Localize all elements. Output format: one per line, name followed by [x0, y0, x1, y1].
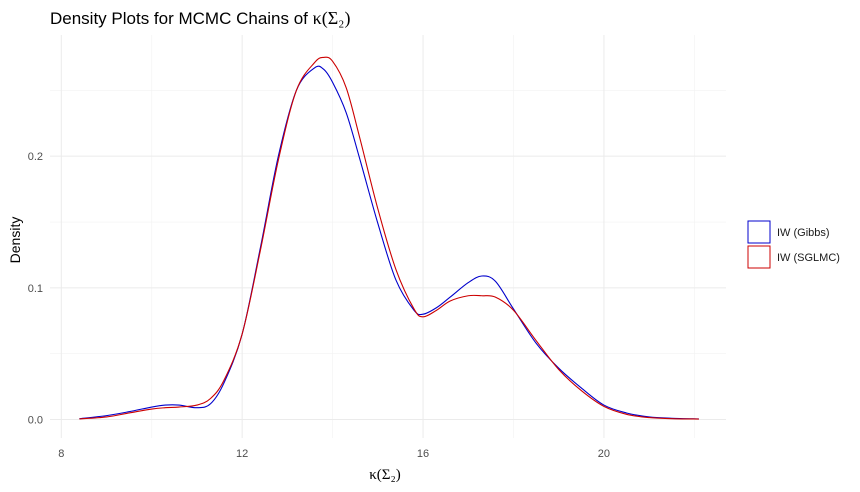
legend-key	[747, 220, 771, 244]
y-tick-label: 0.1	[28, 283, 43, 295]
legend-label: IW (Gibbs)	[777, 227, 830, 239]
series-line-sglmc	[79, 56, 699, 420]
legend-label: IW (SGLMC)	[777, 252, 840, 264]
chart-title-text: Density Plots for MCMC Chains of	[50, 9, 313, 28]
x-tick-label: 20	[598, 448, 610, 460]
series-lines	[79, 56, 699, 420]
y-tick-label: 0.0	[28, 415, 43, 427]
chart-title: Density Plots for MCMC Chains of κ(Σ₂)	[50, 8, 350, 29]
chart-title-math: κ(Σ₂)	[312, 8, 351, 28]
x-tick-label: 16	[417, 448, 429, 460]
grid-lines	[50, 35, 726, 438]
x-tick-label: 8	[58, 448, 64, 460]
y-axis-label: Density	[7, 217, 23, 264]
y-tick-label: 0.2	[28, 151, 43, 163]
x-tick-label: 12	[236, 448, 248, 460]
x-axis-label: κ(Σ₂)	[369, 467, 401, 483]
tick-labels: 8 12 16 20 0.0 0.1 0.2	[28, 151, 610, 460]
series-line-gibbs	[79, 65, 699, 420]
legend: IW (Gibbs) IW (SGLMC)	[747, 220, 840, 269]
legend-key	[747, 245, 771, 269]
